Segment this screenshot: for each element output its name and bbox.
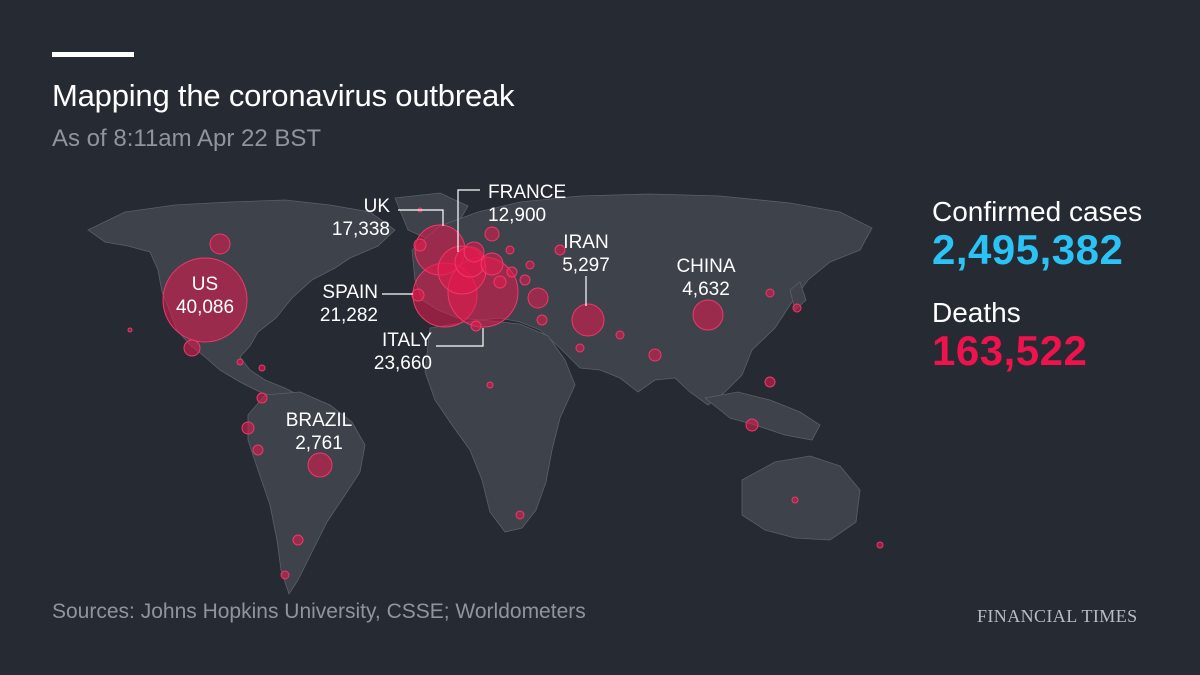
bubble-china [692,299,724,331]
bubble-argentina [292,534,304,546]
bubble-peru [241,421,255,435]
bubble-cuba [236,358,244,366]
bubble-hawaii [127,327,133,333]
bubble-portugal [411,288,425,302]
landmass-south-america [247,391,366,595]
confirmed-cases-value: 2,495,382 [932,226,1124,273]
bubble-sweden [484,226,500,242]
bubble-egypt [536,314,548,326]
landmass-southeast-asia [704,391,821,441]
bubble-nigeria [486,381,494,389]
label-brazil-deaths: 2,761 [295,433,343,454]
bubble-us [162,257,248,343]
bubble-mexico [183,339,201,357]
label-italy-deaths: 23,660 [374,353,432,374]
bubble-saudi [575,343,585,353]
bubble-austria [506,266,518,278]
label-spain-deaths: 21,282 [320,305,378,326]
bubble-india [648,348,662,362]
label-iran-name: IRAN [563,232,608,253]
deaths-value: 163,522 [932,327,1088,374]
bubble-dominican [258,364,266,372]
bubble-colombia [256,392,268,404]
label-uk-name: UK [364,196,391,217]
title-accent-bar [52,52,134,57]
bubble-ireland [413,238,427,252]
label-spain-name: SPAIN [322,282,378,303]
label-italy-name: ITALY [382,330,432,351]
bubble-brazil [307,452,333,478]
label-uk-deaths: 17,338 [332,219,390,240]
bubble-turkey [527,287,549,309]
label-france-deaths: 12,900 [488,205,546,226]
bubble-chile [280,570,290,580]
bubble-canada [209,233,231,255]
label-france-name: FRANCE [488,182,566,203]
bubble-new-zealand [876,541,884,549]
label-brazil-name: BRAZIL [286,410,353,431]
confirmed-cases-label: Confirmed cases [932,196,1143,227]
leader-lines [382,189,587,347]
bubble-germany [480,252,504,276]
label-china-name: CHINA [676,256,735,277]
label-us-deaths: 40,086 [176,297,234,318]
bubble-poland [505,245,515,255]
bubble-pakistan [615,330,625,340]
leader-france [457,189,480,252]
deaths-label: Deaths [932,297,1021,328]
bubble-ukraine [525,260,535,270]
bubble-algeria [470,320,482,332]
label-china-deaths: 4,632 [682,279,730,300]
label-iran-deaths: 5,297 [562,255,610,276]
bubble-south-africa [515,510,525,520]
bubble-iran [571,303,605,337]
bubble-russia [554,244,566,256]
landmass-japan [789,281,807,311]
landmass-australia [741,455,861,541]
leader-uk [398,209,444,226]
brand-logo: FINANCIAL TIMES [977,606,1138,626]
bubble-netherlands [463,241,485,263]
label-us-name: US [192,274,218,295]
bubble-switzerland [493,275,507,289]
landmass-africa [424,319,576,533]
death-bubbles [127,207,884,580]
source-note: Sources: Johns Hopkins University, CSSE;… [52,600,586,623]
page-subtitle: As of 8:11am Apr 22 BST [52,125,322,152]
bubble-indonesia [745,418,759,432]
bubble-philippines [764,376,776,388]
leader-italy [436,328,484,347]
page-title: Mapping the coronavirus outbreak [52,78,515,113]
bubble-korea [765,288,775,298]
bubble-romania [519,274,531,286]
country-labels: US 40,086 UK 17,338 FRANCE 12,900 SPAIN … [176,182,736,454]
bubble-australia [791,496,799,504]
bubble-ecuador [252,444,264,456]
bubble-japan [792,303,802,313]
